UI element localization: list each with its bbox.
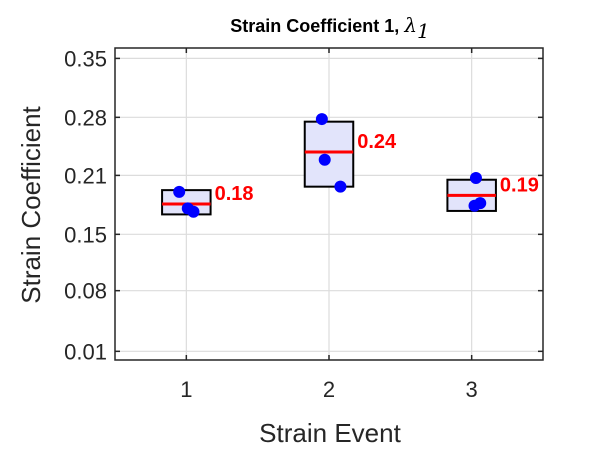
y-axis-label: Strain Coefficient	[16, 105, 46, 303]
data-point-3-1	[469, 172, 482, 184]
chart-title: Strain Coefficient 1, λ1	[230, 13, 429, 43]
data-points	[173, 113, 487, 218]
data-point-1-3	[187, 205, 200, 218]
y-tick-label-4: 0.28	[64, 105, 107, 130]
data-point-2-2	[318, 153, 331, 166]
y-tick-label-1: 0.08	[64, 279, 107, 304]
x-tick-label-1: 2	[323, 377, 335, 402]
median-labels: 0.18 0.24 0.19	[215, 131, 539, 205]
x-tick-label-2: 3	[466, 377, 478, 402]
median-label-1: 0.18	[215, 183, 254, 205]
median-label-3: 0.19	[500, 174, 539, 196]
y-tick-label-3: 0.21	[64, 163, 107, 188]
x-tick-labels: 1 2 3	[180, 377, 478, 402]
x-axis-label: Strain Event	[259, 418, 401, 448]
y-tick-labels: 0.01 0.08 0.15 0.21 0.28 0.35	[64, 46, 107, 364]
data-point-3-3	[474, 197, 487, 210]
y-tick-label-2: 0.15	[64, 222, 107, 247]
x-tick-label-0: 1	[180, 377, 192, 402]
y-tick-label-0: 0.01	[64, 339, 107, 364]
median-label-2: 0.24	[357, 131, 397, 153]
axes	[114, 47, 544, 361]
box-2	[303, 120, 355, 188]
data-point-2-3	[334, 180, 347, 193]
data-point-1-1	[173, 185, 186, 198]
data-point-2-1	[315, 113, 328, 126]
y-tick-label-5: 0.35	[64, 46, 107, 71]
